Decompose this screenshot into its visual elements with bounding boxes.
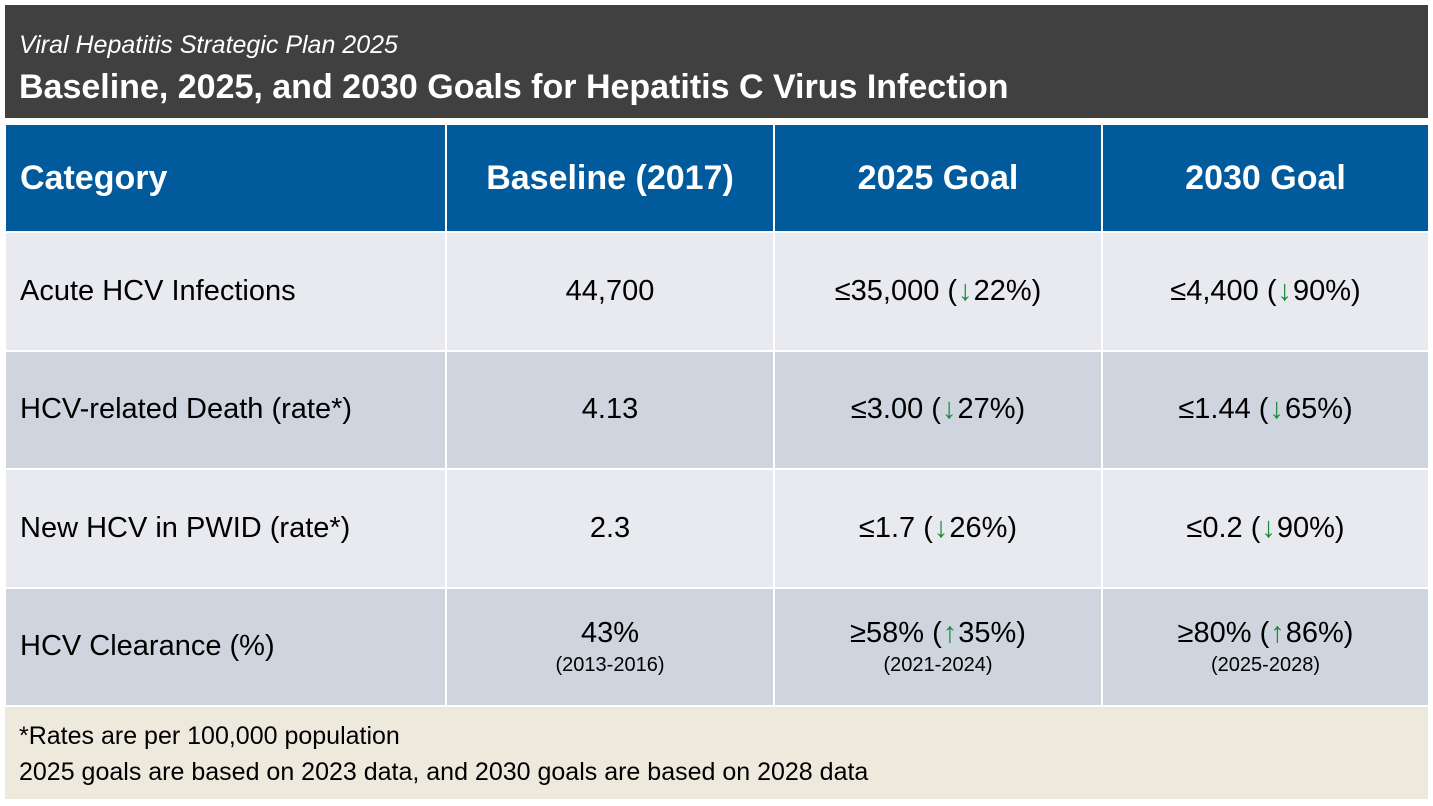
- category-cell: New HCV in PWID (rate*): [4, 468, 447, 589]
- arrow-down-icon: ↓: [1277, 274, 1293, 307]
- arrow-down-icon: ↓: [941, 393, 957, 426]
- slide-header: Viral Hepatitis Strategic Plan 2025 Base…: [5, 5, 1428, 118]
- goal-percent: 65%): [1284, 393, 1353, 426]
- category-cell: HCV-related Death (rate*): [4, 349, 447, 470]
- goal-2030-cell: ≤1.44 (↓65%): [1101, 349, 1430, 470]
- arrow-down-icon: ↓: [958, 274, 973, 307]
- arrow-up-icon: ↑: [1270, 616, 1285, 649]
- baseline-cell: 43% (2013-2016): [445, 586, 775, 707]
- arrow-down-icon: ↓: [933, 511, 949, 544]
- category-cell: Acute HCV Infections: [4, 231, 447, 352]
- column-header-2030-goal: 2030 Goal: [1101, 123, 1430, 233]
- column-header-2025-goal: 2025 Goal: [773, 123, 1103, 233]
- goal-value: ≤3.00 (: [850, 393, 941, 426]
- baseline-years: (2013-2016): [555, 653, 665, 676]
- goal-2030-cell: ≥80% (↑86%) (2025-2028): [1101, 586, 1430, 707]
- baseline-cell: 2.3: [445, 468, 775, 589]
- column-header-category: Category: [4, 123, 447, 233]
- goal-2030-cell: ≤0.2 (↓90%): [1101, 468, 1430, 589]
- arrow-up-icon: ↑: [942, 616, 958, 649]
- table-row: New HCV in PWID (rate*) 2.3 ≤1.7 (↓26%) …: [4, 468, 1430, 589]
- table-header-row: Category Baseline (2017) 2025 Goal 2030 …: [4, 123, 1430, 233]
- table-row: HCV-related Death (rate*) 4.13 ≤3.00 (↓2…: [4, 349, 1430, 470]
- goal-value: ≤0.2 (: [1186, 511, 1261, 544]
- column-header-baseline: Baseline (2017): [445, 123, 775, 233]
- goal-percent: 90%): [1293, 274, 1361, 307]
- goal-percent: 86%): [1285, 616, 1354, 649]
- footnote: *Rates are per 100,000 population 2025 g…: [5, 707, 1428, 799]
- goal-2030-cell: ≤4,400 (↓90%): [1101, 231, 1430, 352]
- goal-2025-cell: ≤35,000 (↓22%): [773, 231, 1103, 352]
- goal-value: ≤1.44 (: [1178, 393, 1269, 426]
- goal-years: (2021-2024): [883, 653, 993, 676]
- goal-percent: 27%): [957, 393, 1026, 426]
- goals-table: Category Baseline (2017) 2025 Goal 2030 …: [4, 123, 1430, 707]
- baseline-cell: 44,700: [445, 231, 775, 352]
- goal-value: ≥80% (: [1177, 616, 1270, 649]
- goal-value: ≤4,400 (: [1170, 274, 1277, 307]
- slide-subtitle: Viral Hepatitis Strategic Plan 2025: [19, 31, 398, 59]
- baseline-cell: 4.13: [445, 349, 775, 470]
- category-cell: HCV Clearance (%): [4, 586, 447, 707]
- goal-years: (2025-2028): [1211, 653, 1320, 676]
- goal-percent: 35%): [958, 616, 1026, 649]
- baseline-value: 43%: [580, 616, 640, 649]
- table-row: Acute HCV Infections 44,700 ≤35,000 (↓22…: [4, 231, 1430, 352]
- goal-percent: 26%): [949, 511, 1018, 544]
- goal-value: ≤35,000 (: [834, 274, 958, 307]
- goal-value: ≥58% (: [850, 616, 942, 649]
- goal-2025-cell: ≤3.00 (↓27%): [773, 349, 1103, 470]
- goal-2025-cell: ≥58% (↑35%) (2021-2024): [773, 586, 1103, 707]
- goal-percent: 90%): [1276, 511, 1345, 544]
- goal-percent: 22%): [973, 274, 1042, 307]
- goal-2025-cell: ≤1.7 (↓26%): [773, 468, 1103, 589]
- table-row: HCV Clearance (%) 43% (2013-2016) ≥58% (↑…: [4, 586, 1430, 707]
- arrow-down-icon: ↓: [1261, 511, 1276, 544]
- arrow-down-icon: ↓: [1269, 393, 1284, 426]
- goal-value: ≤1.7 (: [858, 511, 933, 544]
- slide-title: Baseline, 2025, and 2030 Goals for Hepat…: [19, 68, 1009, 106]
- footnote-line-rates: *Rates are per 100,000 population: [19, 722, 400, 750]
- footnote-line-basis: 2025 goals are based on 2023 data, and 2…: [19, 758, 869, 786]
